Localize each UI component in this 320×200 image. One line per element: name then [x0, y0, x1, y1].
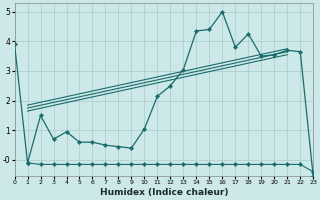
X-axis label: Humidex (Indice chaleur): Humidex (Indice chaleur)	[100, 188, 228, 197]
